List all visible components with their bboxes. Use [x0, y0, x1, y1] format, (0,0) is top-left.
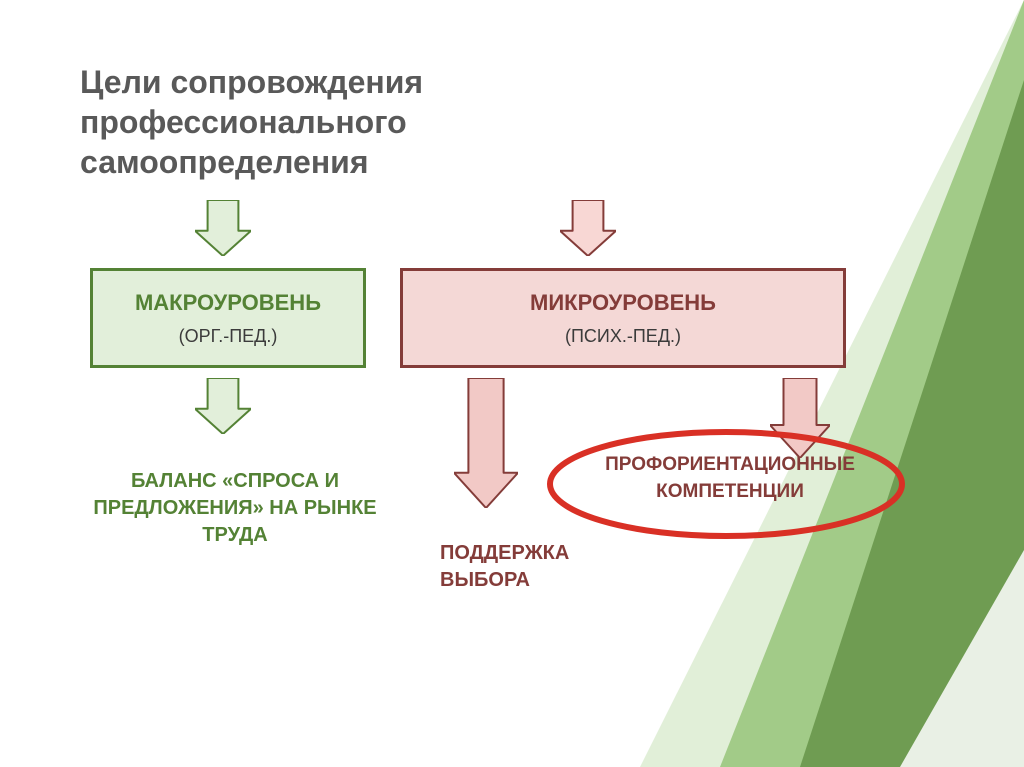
slide-title: Цели сопровождения профессионального сам…	[80, 62, 600, 182]
box-macro-subtitle: (ОРГ.-ПЕД.)	[179, 326, 278, 347]
box-macro-level: МАКРОУРОВЕНЬ (ОРГ.-ПЕД.)	[90, 268, 366, 368]
box-micro-level: МИКРОУРОВЕНЬ (ПСИХ.-ПЕД.)	[400, 268, 846, 368]
competencies-line1: ПРОФОРИЕНТАЦИОННЫЕ	[605, 454, 855, 475]
result-competencies: ПРОФОРИЕНТАЦИОННЫЕ КОМПЕТЕНЦИИ	[560, 452, 900, 505]
arrow-down-micro-top	[560, 200, 616, 256]
box-micro-title: МИКРОУРОВЕНЬ	[530, 290, 716, 316]
competencies-line2: КОМПЕТЕНЦИИ	[656, 481, 804, 502]
arrow-down-macro-mid	[195, 378, 251, 434]
box-macro-title: МАКРОУРОВЕНЬ	[135, 290, 321, 316]
arrow-down-macro-top	[195, 200, 251, 256]
result-balance: БАЛАНС «СПРОСА И ПРЕДЛОЖЕНИЯ» НА РЫНКЕ Т…	[90, 468, 380, 549]
result-choice: ПОДДЕРЖКА ВЫБОРА	[440, 540, 610, 594]
slide-root: Цели сопровождения профессионального сам…	[0, 0, 1024, 767]
arrow-down-micro-choice	[454, 378, 518, 508]
box-micro-subtitle: (ПСИХ.-ПЕД.)	[565, 326, 681, 347]
